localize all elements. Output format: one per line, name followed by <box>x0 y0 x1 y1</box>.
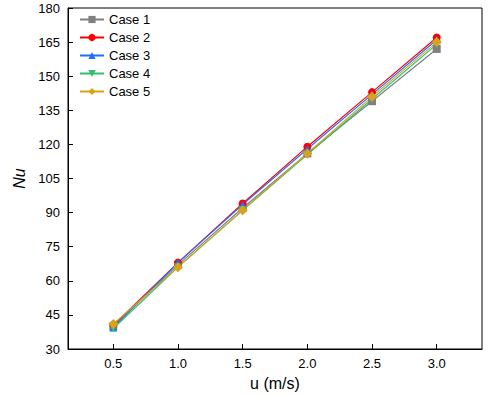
svg-text:180: 180 <box>38 1 60 16</box>
svg-text:120: 120 <box>38 137 60 152</box>
svg-text:2.5: 2.5 <box>363 356 381 371</box>
svg-text:1.5: 1.5 <box>234 356 252 371</box>
svg-text:60: 60 <box>46 273 60 288</box>
svg-text:Case 4: Case 4 <box>109 66 150 81</box>
svg-text:Case 1: Case 1 <box>109 12 150 27</box>
svg-text:105: 105 <box>38 171 60 186</box>
svg-text:Case 3: Case 3 <box>109 48 150 63</box>
svg-text:90: 90 <box>46 205 60 220</box>
svg-text:3.0: 3.0 <box>428 356 446 371</box>
svg-text:165: 165 <box>38 35 60 50</box>
svg-text:75: 75 <box>46 239 60 254</box>
svg-text:u (m/s): u (m/s) <box>250 375 300 392</box>
svg-text:Nu: Nu <box>11 168 28 189</box>
svg-text:0.5: 0.5 <box>104 356 122 371</box>
svg-text:150: 150 <box>38 69 60 84</box>
svg-text:30: 30 <box>46 342 60 357</box>
svg-text:1.0: 1.0 <box>169 356 187 371</box>
svg-text:Case 5: Case 5 <box>109 84 150 99</box>
svg-text:2.0: 2.0 <box>298 356 316 371</box>
svg-text:45: 45 <box>46 307 60 322</box>
svg-text:135: 135 <box>38 103 60 118</box>
svg-text:Case 2: Case 2 <box>109 30 150 45</box>
